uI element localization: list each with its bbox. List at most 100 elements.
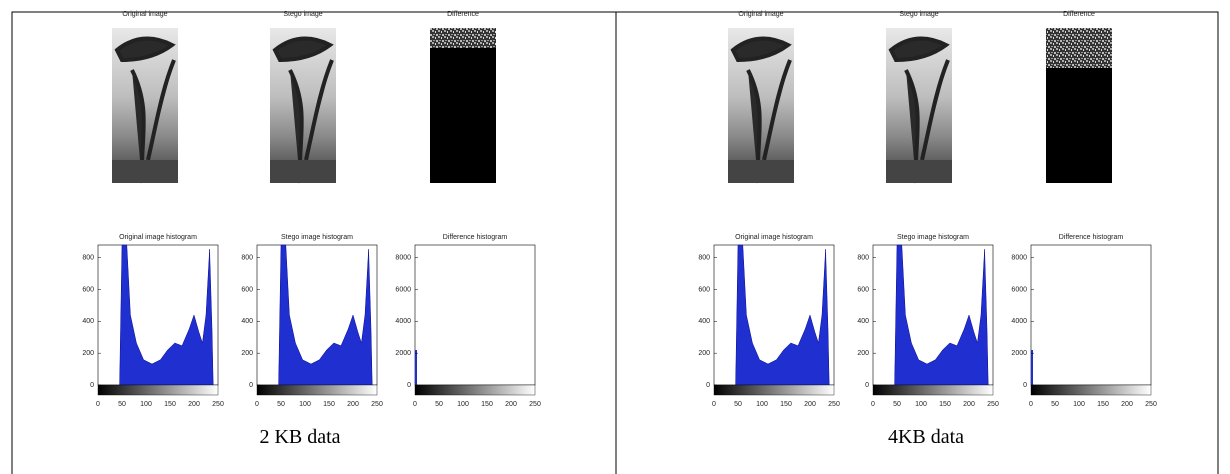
ground bbox=[886, 160, 952, 183]
y-tick-label: 800 bbox=[82, 255, 94, 262]
y-tick-label: 200 bbox=[857, 350, 869, 357]
y-tick-label: 200 bbox=[698, 350, 710, 357]
image-title: Original image bbox=[738, 11, 783, 18]
diff-black bbox=[430, 28, 496, 183]
y-tick-label: 0 bbox=[407, 382, 411, 389]
ground bbox=[728, 160, 794, 183]
x-tick-label: 100 bbox=[1073, 401, 1085, 408]
x-tick-label: 150 bbox=[780, 401, 792, 408]
x-tick-label: 100 bbox=[299, 401, 311, 408]
y-tick-label: 2000 bbox=[1011, 350, 1027, 357]
x-tick-label: 100 bbox=[756, 401, 768, 408]
histogram-title: Difference histogram bbox=[1059, 234, 1124, 241]
y-tick-label: 4000 bbox=[1011, 318, 1027, 325]
caption: 4KB data bbox=[888, 426, 964, 448]
x-tick-label: 200 bbox=[804, 401, 816, 408]
x-tick-label: 100 bbox=[457, 401, 469, 408]
histogram-area bbox=[119, 244, 214, 386]
x-tick-label: 250 bbox=[529, 401, 541, 408]
panels: Original image Stego image Difference Origi… bbox=[82, 11, 1157, 448]
x-tick-label: 100 bbox=[140, 401, 152, 408]
ground bbox=[270, 160, 336, 183]
x-tick-label: 0 bbox=[1029, 401, 1033, 408]
histogram-area bbox=[278, 244, 373, 386]
x-tick-label: 150 bbox=[323, 401, 335, 408]
y-tick-label: 6000 bbox=[395, 286, 411, 293]
x-tick-label: 150 bbox=[164, 401, 176, 408]
histogram-title: Difference histogram bbox=[443, 234, 508, 241]
axes bbox=[414, 244, 536, 386]
y-tick-label: 400 bbox=[82, 318, 94, 325]
x-tick-label: 0 bbox=[413, 401, 417, 408]
colorbar bbox=[97, 384, 219, 396]
x-tick-label: 250 bbox=[987, 401, 999, 408]
colorbar bbox=[872, 384, 994, 396]
y-tick-label: 800 bbox=[857, 255, 869, 262]
x-tick-label: 50 bbox=[734, 401, 742, 408]
image-title: Stego image bbox=[899, 11, 938, 18]
y-tick-label: 0 bbox=[1023, 382, 1027, 389]
colorbar bbox=[713, 384, 835, 396]
image-title: Stego image bbox=[283, 11, 322, 18]
histogram-title: Stego image histogram bbox=[281, 234, 353, 241]
y-tick-label: 2000 bbox=[395, 350, 411, 357]
x-tick-label: 0 bbox=[712, 401, 716, 408]
x-tick-label: 200 bbox=[347, 401, 359, 408]
image-title: Original image bbox=[122, 11, 167, 18]
x-tick-label: 200 bbox=[188, 401, 200, 408]
colorbar bbox=[1030, 384, 1152, 396]
x-tick-label: 100 bbox=[915, 401, 927, 408]
y-tick-label: 800 bbox=[241, 255, 253, 262]
diff-noise bbox=[430, 28, 496, 48]
colorbar bbox=[414, 384, 536, 396]
x-tick-label: 150 bbox=[1097, 401, 1109, 408]
y-tick-label: 800 bbox=[698, 255, 710, 262]
x-tick-label: 250 bbox=[212, 401, 224, 408]
y-tick-label: 400 bbox=[698, 318, 710, 325]
y-tick-label: 4000 bbox=[395, 318, 411, 325]
y-tick-label: 600 bbox=[241, 286, 253, 293]
image-title: Difference bbox=[447, 11, 479, 18]
y-tick-label: 600 bbox=[698, 286, 710, 293]
y-tick-label: 0 bbox=[249, 382, 253, 389]
y-tick-label: 6000 bbox=[1011, 286, 1027, 293]
x-tick-label: 50 bbox=[1051, 401, 1059, 408]
x-tick-label: 200 bbox=[505, 401, 517, 408]
y-tick-label: 0 bbox=[706, 382, 710, 389]
x-tick-label: 250 bbox=[828, 401, 840, 408]
axes bbox=[1030, 244, 1152, 386]
y-tick-label: 200 bbox=[241, 350, 253, 357]
table-border bbox=[11, 11, 1219, 474]
histogram-title: Stego image histogram bbox=[897, 234, 969, 241]
x-tick-label: 0 bbox=[96, 401, 100, 408]
x-tick-label: 150 bbox=[939, 401, 951, 408]
diff-noise bbox=[1046, 28, 1112, 68]
x-tick-label: 0 bbox=[255, 401, 259, 408]
caption: 2 KB data bbox=[259, 426, 340, 448]
histogram-area bbox=[894, 244, 989, 386]
y-tick-label: 8000 bbox=[395, 255, 411, 262]
histogram-title: Original image histogram bbox=[735, 234, 813, 241]
y-tick-label: 0 bbox=[865, 382, 869, 389]
y-tick-label: 400 bbox=[241, 318, 253, 325]
y-tick-label: 400 bbox=[857, 318, 869, 325]
image-title: Difference bbox=[1063, 11, 1095, 18]
x-tick-label: 50 bbox=[118, 401, 126, 408]
y-tick-label: 600 bbox=[82, 286, 94, 293]
x-tick-label: 200 bbox=[1121, 401, 1133, 408]
histogram-title: Original image histogram bbox=[119, 234, 197, 241]
x-tick-label: 0 bbox=[871, 401, 875, 408]
histogram-area bbox=[735, 244, 830, 386]
x-tick-label: 250 bbox=[1145, 401, 1157, 408]
x-tick-label: 250 bbox=[371, 401, 383, 408]
x-tick-label: 50 bbox=[435, 401, 443, 408]
x-tick-label: 200 bbox=[963, 401, 975, 408]
colorbar bbox=[256, 384, 378, 396]
ground bbox=[112, 160, 178, 183]
y-tick-label: 200 bbox=[82, 350, 94, 357]
x-tick-label: 50 bbox=[893, 401, 901, 408]
y-tick-label: 600 bbox=[857, 286, 869, 293]
y-tick-label: 8000 bbox=[1011, 255, 1027, 262]
x-tick-label: 50 bbox=[277, 401, 285, 408]
